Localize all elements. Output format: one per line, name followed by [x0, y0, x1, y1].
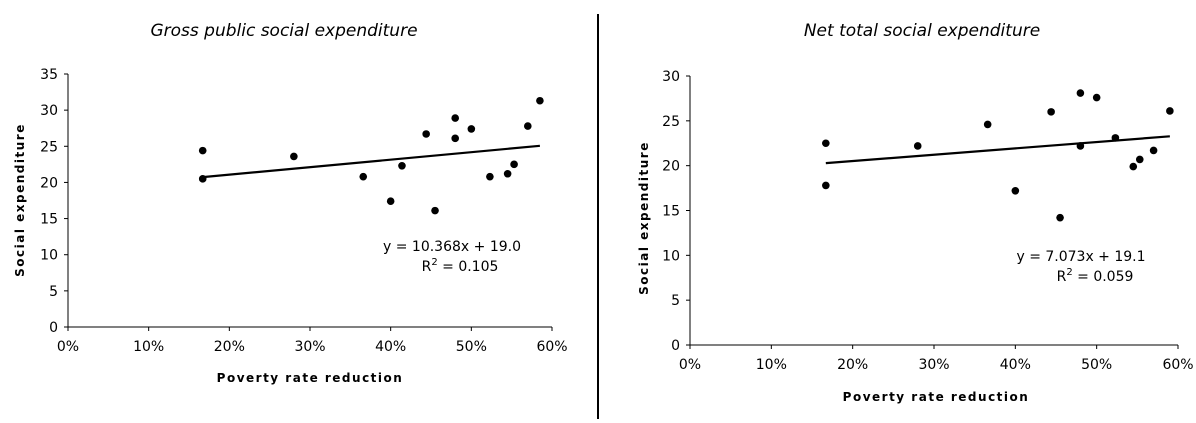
data-point [198, 175, 207, 183]
data-point [822, 181, 830, 190]
x-tick-label: 20% [214, 339, 245, 355]
data-point [1166, 107, 1174, 115]
data-point [1056, 213, 1064, 222]
x-tick-label: 0% [57, 339, 79, 355]
data-point [510, 160, 518, 169]
data-point [290, 152, 298, 161]
data-point [503, 169, 512, 178]
data-point [386, 197, 395, 206]
y-tick-label: 20 [662, 159, 680, 175]
trendline-equation: y = 10.368x + 19.0 [383, 239, 521, 255]
x-tick-label: 30% [918, 357, 949, 373]
data-point [1011, 186, 1020, 195]
x-tick-label: 50% [456, 339, 487, 355]
y-tick-label: 0 [671, 338, 680, 354]
x-tick-label: 40% [1000, 357, 1031, 373]
data-point [198, 146, 207, 155]
chart-net-total: Net total social expenditure Poverty rat… [600, 0, 1196, 419]
y-tick-label: 5 [49, 284, 58, 300]
x-tick-label: 30% [294, 339, 325, 355]
data-point [422, 130, 430, 138]
x-tick-label: 0% [679, 357, 701, 373]
data-point [1129, 162, 1138, 171]
x-axis-label: Poverty rate reduction [843, 390, 1030, 404]
y-tick-label: 30 [662, 69, 680, 85]
y-axis-label: Social expenditure [637, 141, 651, 295]
y-tick-label: 10 [40, 248, 58, 264]
y-tick-label: 30 [40, 103, 58, 119]
y-tick-label: 0 [49, 320, 58, 336]
data-point [1111, 134, 1120, 142]
data-point [1076, 142, 1085, 150]
data-point [1047, 108, 1055, 116]
y-tick-label: 20 [40, 175, 58, 191]
x-tick-label: 10% [133, 339, 164, 355]
y-tick-label: 15 [662, 204, 680, 220]
data-point [536, 96, 544, 105]
x-tick-label: 60% [1162, 357, 1193, 373]
data-point [822, 139, 830, 148]
data-point [1135, 155, 1144, 164]
trendline-equation: y = 7.073x + 19.1 [1016, 249, 1145, 265]
trendline-r-squared: R2 = 0.105 [422, 257, 499, 275]
data-point [359, 172, 368, 181]
x-tick-label: 40% [375, 339, 406, 355]
y-tick-label: 25 [662, 114, 680, 130]
panel-divider [597, 14, 599, 419]
chart-net-total-svg: Net total social expenditure Poverty rat… [637, 21, 1194, 404]
data-point [486, 172, 494, 181]
y-tick-label: 5 [671, 293, 680, 309]
data-point [913, 142, 922, 150]
x-tick-label: 60% [536, 339, 567, 355]
data-point [398, 162, 406, 170]
trendline-r-squared: R2 = 0.059 [1057, 267, 1134, 285]
x-tick-label: 50% [1081, 357, 1112, 373]
y-tick-label: 35 [40, 67, 58, 83]
chart-gross-public: Gross public social expenditure Poverty … [0, 0, 598, 419]
data-point [467, 125, 476, 133]
y-tick-label: 25 [40, 139, 58, 155]
data-point [524, 122, 532, 130]
chart-title: Net total social expenditure [804, 21, 1040, 41]
x-tick-label: 20% [837, 357, 868, 373]
y-axis-label: Social expenditure [13, 123, 27, 277]
y-tick-label: 10 [662, 248, 680, 264]
x-axis-label: Poverty rate reduction [217, 371, 404, 385]
trendline [825, 135, 1170, 165]
trendline [202, 144, 541, 179]
data-point [1076, 89, 1085, 97]
chart-gross-public-svg: Gross public social expenditure Poverty … [13, 21, 568, 385]
y-tick-label: 15 [40, 212, 58, 228]
data-point [451, 114, 460, 122]
data-point [451, 134, 460, 143]
data-point [983, 120, 992, 129]
data-point [431, 206, 439, 215]
data-point [1092, 93, 1101, 102]
data-point [1149, 146, 1158, 155]
chart-title: Gross public social expenditure [150, 21, 417, 41]
x-tick-label: 10% [756, 357, 787, 373]
